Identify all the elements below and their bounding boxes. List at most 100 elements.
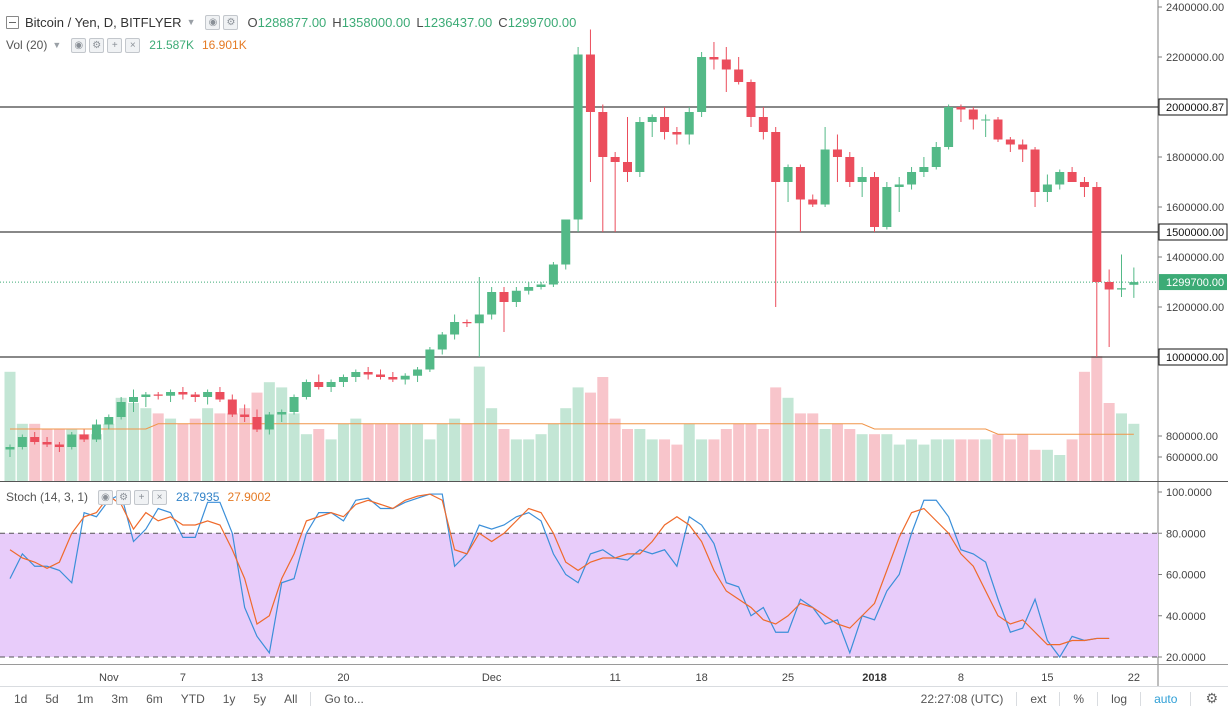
close-icon[interactable]: ×	[152, 489, 168, 505]
volume-bar	[794, 413, 806, 481]
settings-icon[interactable]: ⚙	[116, 489, 132, 505]
plus-icon[interactable]: +	[107, 37, 123, 53]
price-level-label: 1500000.00	[1166, 227, 1224, 239]
volume-title[interactable]: Vol (20)	[6, 38, 48, 52]
volume-bar	[177, 423, 189, 481]
candle-body	[141, 394, 151, 397]
candle-body	[548, 264, 558, 285]
range-all[interactable]: All	[284, 691, 298, 706]
volume-bar	[745, 423, 757, 481]
eye-icon[interactable]: ◉	[98, 489, 114, 505]
symbol-title[interactable]: Bitcoin / Yen, D, BITFLYER	[25, 14, 182, 30]
time-tick-label: Nov	[99, 672, 119, 684]
volume-bar	[53, 429, 65, 481]
toolbar-divider	[310, 691, 312, 706]
stoch-title[interactable]: Stoch (14, 3, 1)	[6, 490, 89, 504]
candle-body	[252, 417, 262, 430]
candle-body	[450, 322, 460, 335]
plus-icon[interactable]: +	[134, 489, 150, 505]
eye-icon[interactable]: ◉	[205, 14, 221, 30]
candle-body	[1018, 144, 1028, 150]
price-tick-label: 2200000.00	[1166, 52, 1224, 64]
volume-bar	[881, 434, 893, 481]
volume-bar	[893, 444, 905, 481]
chevron-down-icon[interactable]: ▼	[52, 40, 62, 50]
stoch-d-line	[9, 493, 1110, 646]
candle-body	[79, 434, 89, 440]
settings-icon[interactable]: ⚙	[223, 14, 239, 30]
candle-body	[944, 107, 954, 147]
price-tick-label: 1600000.00	[1166, 202, 1224, 214]
price-level-label-box	[1158, 223, 1228, 241]
time-axis[interactable]: Nov 7 13 20 Dec 11 18 25 2018 8 15 22	[99, 672, 1140, 684]
volume-bar	[387, 423, 399, 481]
candle-body	[783, 167, 793, 182]
close-icon[interactable]: ×	[125, 37, 141, 53]
range-1y[interactable]: 1y	[222, 691, 236, 706]
legend-volume: Vol (20) ▼ ◉ ⚙ + × 21.587K 16.901K	[6, 35, 247, 55]
time-tick-label: 18	[695, 672, 707, 684]
collapse-icon[interactable]	[6, 15, 19, 29]
volume-bar	[399, 423, 411, 481]
log-toggle[interactable]: log	[1111, 691, 1128, 706]
range-5y[interactable]: 5y	[253, 691, 267, 706]
volume-bar	[313, 429, 325, 481]
legend-main: Bitcoin / Yen, D, BITFLYER ▼ ◉ ⚙ O 128887…	[6, 12, 576, 32]
volume-bar	[696, 439, 708, 481]
range-ytd[interactable]: YTD	[180, 691, 205, 706]
volume-bar	[152, 413, 164, 481]
clock[interactable]: 22:27:08 (UTC)	[920, 691, 1004, 706]
volume-bar	[189, 418, 201, 481]
range-5d[interactable]: 5d	[45, 691, 59, 706]
candle-body	[474, 314, 484, 324]
candle-body	[585, 54, 595, 112]
volume-bar	[375, 423, 386, 481]
range-1m[interactable]: 1m	[76, 691, 94, 706]
chevron-down-icon[interactable]: ▼	[186, 17, 196, 27]
candle-body	[734, 69, 744, 82]
close-value: 1299700.00	[507, 14, 577, 30]
range-3m[interactable]: 3m	[111, 691, 129, 706]
range-1d[interactable]: 1d	[14, 691, 28, 706]
candle-body	[277, 412, 287, 415]
extended-hours-toggle[interactable]: ext	[1030, 691, 1047, 706]
candle-body	[425, 349, 435, 370]
goto-button[interactable]: Go to...	[324, 691, 364, 706]
volume-bar	[412, 423, 424, 481]
volume-bar	[770, 387, 782, 481]
high-key: H	[332, 14, 342, 30]
candle-body	[1117, 288, 1126, 290]
volume-bar	[436, 423, 448, 481]
candle-body	[5, 447, 15, 450]
volume-bar	[449, 418, 461, 481]
volume-bar	[609, 418, 621, 481]
volume-ma-value: 16.901K	[202, 38, 247, 52]
candle-body	[524, 287, 534, 291]
high-value: 1358000.00	[341, 14, 411, 30]
candle-body	[104, 417, 114, 425]
volume-bar	[288, 413, 300, 481]
candle-body	[882, 187, 892, 227]
eye-icon[interactable]: ◉	[71, 37, 87, 53]
volume-bar	[362, 423, 374, 481]
volume-bar	[1054, 455, 1066, 481]
settings-icon[interactable]: ⚙	[89, 37, 105, 53]
candle-body	[116, 402, 126, 417]
candle-body	[388, 377, 398, 380]
gear-icon[interactable]: ⚙	[1205, 690, 1218, 706]
candle-body	[326, 382, 336, 387]
chart-canvas[interactable]: 2400000.00 2200000.00 1800000.00 1600000.00…	[0, 0, 1228, 686]
volume-bar	[1017, 434, 1029, 481]
volume-bar	[980, 439, 992, 481]
volume-value: 21.587K	[149, 38, 194, 52]
auto-scale-toggle[interactable]: auto	[1154, 691, 1178, 706]
stoch-tick-label: 60.0000	[1166, 570, 1206, 582]
percent-toggle[interactable]: %	[1073, 691, 1085, 706]
price-tick-label: 1800000.00	[1166, 152, 1224, 164]
last-price-label: 1299700.00	[1166, 277, 1224, 289]
price-axis[interactable]: 2400000.00 2200000.00 1800000.00 1600000.00…	[1158, 2, 1228, 664]
candle-body	[301, 382, 311, 397]
candle-body	[351, 372, 361, 377]
volume-tick-label: 800000.00	[1166, 431, 1218, 443]
range-6m[interactable]: 6m	[146, 691, 163, 706]
